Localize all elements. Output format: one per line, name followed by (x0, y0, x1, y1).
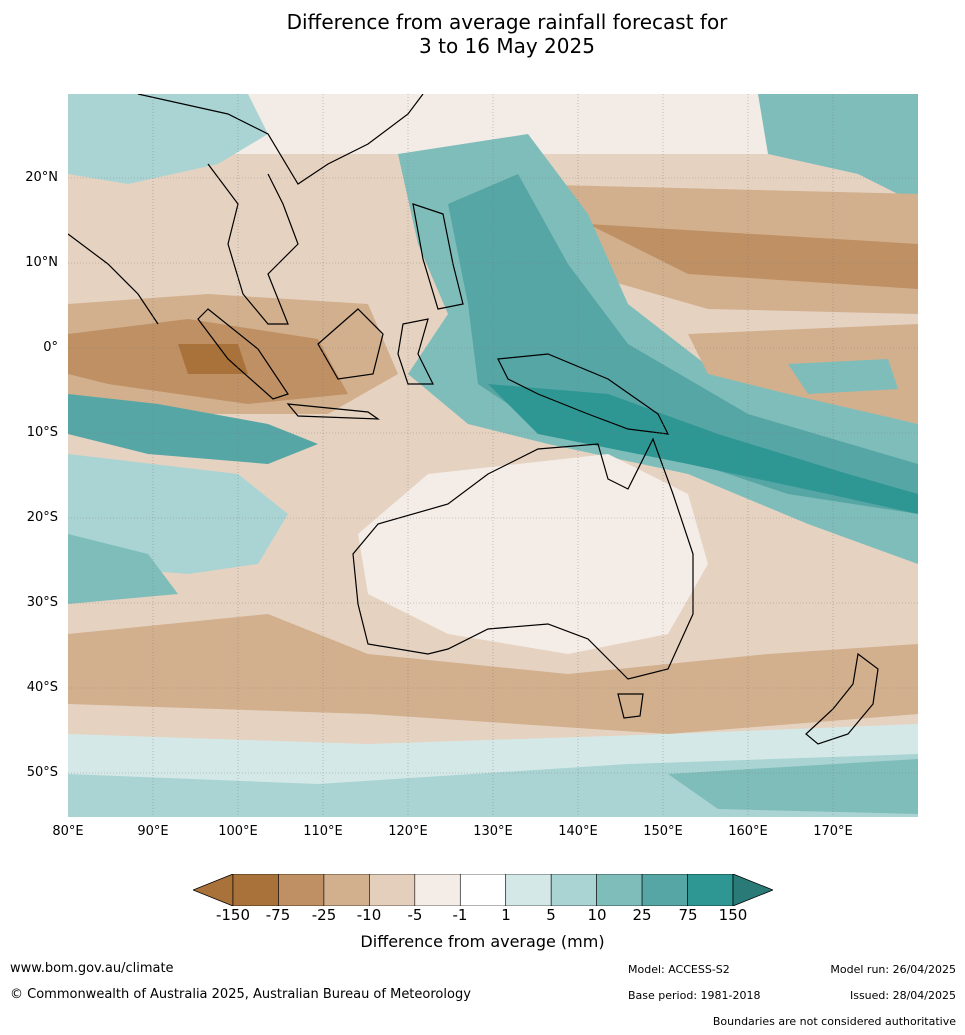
legend-color-cell (414, 874, 461, 906)
indochina-coast (207, 163, 299, 325)
australia-interior (358, 454, 708, 654)
model-run-date: Model run: 26/04/2025 (830, 963, 956, 976)
southwest-wet (68, 454, 288, 574)
legend-color-cell (550, 874, 597, 906)
lat-label-equator: 0° (43, 340, 58, 355)
lon-label-120e: 120°E (388, 824, 428, 839)
legend-tick: -25 (311, 906, 337, 924)
legend-color-cell (687, 874, 734, 906)
legend-color-cell (505, 874, 552, 906)
legend-tick: 10 (587, 906, 607, 924)
lon-label-150e: 150°E (643, 824, 683, 839)
legend-arrow-dry (193, 874, 234, 906)
lat-label-10n: 10°N (25, 255, 58, 270)
legend-tick: 1 (501, 906, 511, 924)
lon-label-90e: 90°E (137, 824, 169, 839)
lon-label-130e: 130°E (473, 824, 513, 839)
coastlines (68, 94, 879, 745)
philippines-coast (412, 203, 464, 310)
lon-label-140e: 140°E (558, 824, 598, 839)
copyright-text: © Commonwealth of Australia 2025, Austra… (10, 987, 471, 1002)
southwest-wetter (68, 534, 178, 604)
legend-tick: -10 (356, 906, 382, 924)
map-canvas (68, 94, 918, 817)
southern-ocean-wet (68, 754, 918, 817)
lon-label-80e: 80°E (52, 824, 84, 839)
india-coast (68, 233, 159, 325)
pacific-wet-pocket (788, 359, 898, 394)
legend-tick: -150 (215, 906, 251, 924)
model-name: Model: ACCESS-S2 (628, 963, 730, 976)
java-coast (286, 403, 381, 420)
legend-color-cell (641, 874, 688, 906)
lat-label-20n: 20°N (25, 170, 58, 185)
title-line-1: Difference from average rainfall forecas… (286, 10, 728, 34)
legend-color-cell (459, 874, 507, 906)
lat-label-30s: 30°S (26, 595, 58, 610)
legend-color-cell (596, 874, 643, 906)
legend-tick: 5 (546, 906, 556, 924)
legend-title: Difference from average (mm) (360, 932, 605, 951)
legend-colorbar (193, 874, 773, 906)
ne-wet-area (758, 94, 918, 204)
asia-coast-north (137, 94, 424, 185)
legend-arrow-wet (732, 874, 773, 906)
base-period: Base period: 1981-2018 (628, 989, 761, 1002)
sumatra-coast (197, 308, 289, 400)
lon-label-100e: 100°E (218, 824, 258, 839)
nw-wet-area (68, 94, 268, 184)
lat-label-20s: 20°S (26, 510, 58, 525)
legend-color-cell (232, 874, 279, 906)
legend-tick: -5 (407, 906, 423, 924)
legend-color-cell (369, 874, 416, 906)
legend-color-cell (278, 874, 325, 906)
indian-ocean-driest (178, 344, 248, 374)
lon-label-110e: 110°E (303, 824, 343, 839)
issued-date: Issued: 28/04/2025 (849, 989, 956, 1002)
lat-label-50s: 50°S (26, 765, 58, 780)
southern-ocean-wetter (668, 759, 918, 814)
borneo-coast (317, 308, 384, 380)
new-guinea-coast (497, 353, 670, 435)
legend-tick: 25 (632, 906, 652, 924)
legend-color-cell (323, 874, 370, 906)
legend-tick: -1 (452, 906, 468, 924)
sulawesi-coast (397, 318, 434, 385)
lon-label-160e: 160°E (728, 824, 768, 839)
map-title: Difference from average rainfall forecas… (0, 10, 965, 58)
south-indian-wet (68, 394, 318, 464)
boundary-disclaimer: Boundaries are not considered authoritat… (712, 1015, 956, 1028)
legend-tick: -75 (265, 906, 291, 924)
tasmania-coast (617, 693, 644, 719)
lon-label-170e: 170°E (813, 824, 853, 839)
legend-tick: 150 (718, 906, 748, 924)
lat-label-10s: 10°S (26, 425, 58, 440)
australia-coast (352, 437, 694, 680)
website-link[interactable]: www.bom.gov.au/climate (10, 961, 174, 976)
legend-tick: 75 (678, 906, 698, 924)
rainfall-anomaly-map (68, 94, 918, 817)
new-zealand-coast (805, 652, 879, 745)
north-pacific-drier (588, 224, 918, 289)
graticule (68, 94, 918, 817)
title-line-2: 3 to 16 May 2025 (419, 34, 595, 58)
lat-label-40s: 40°S (26, 680, 58, 695)
